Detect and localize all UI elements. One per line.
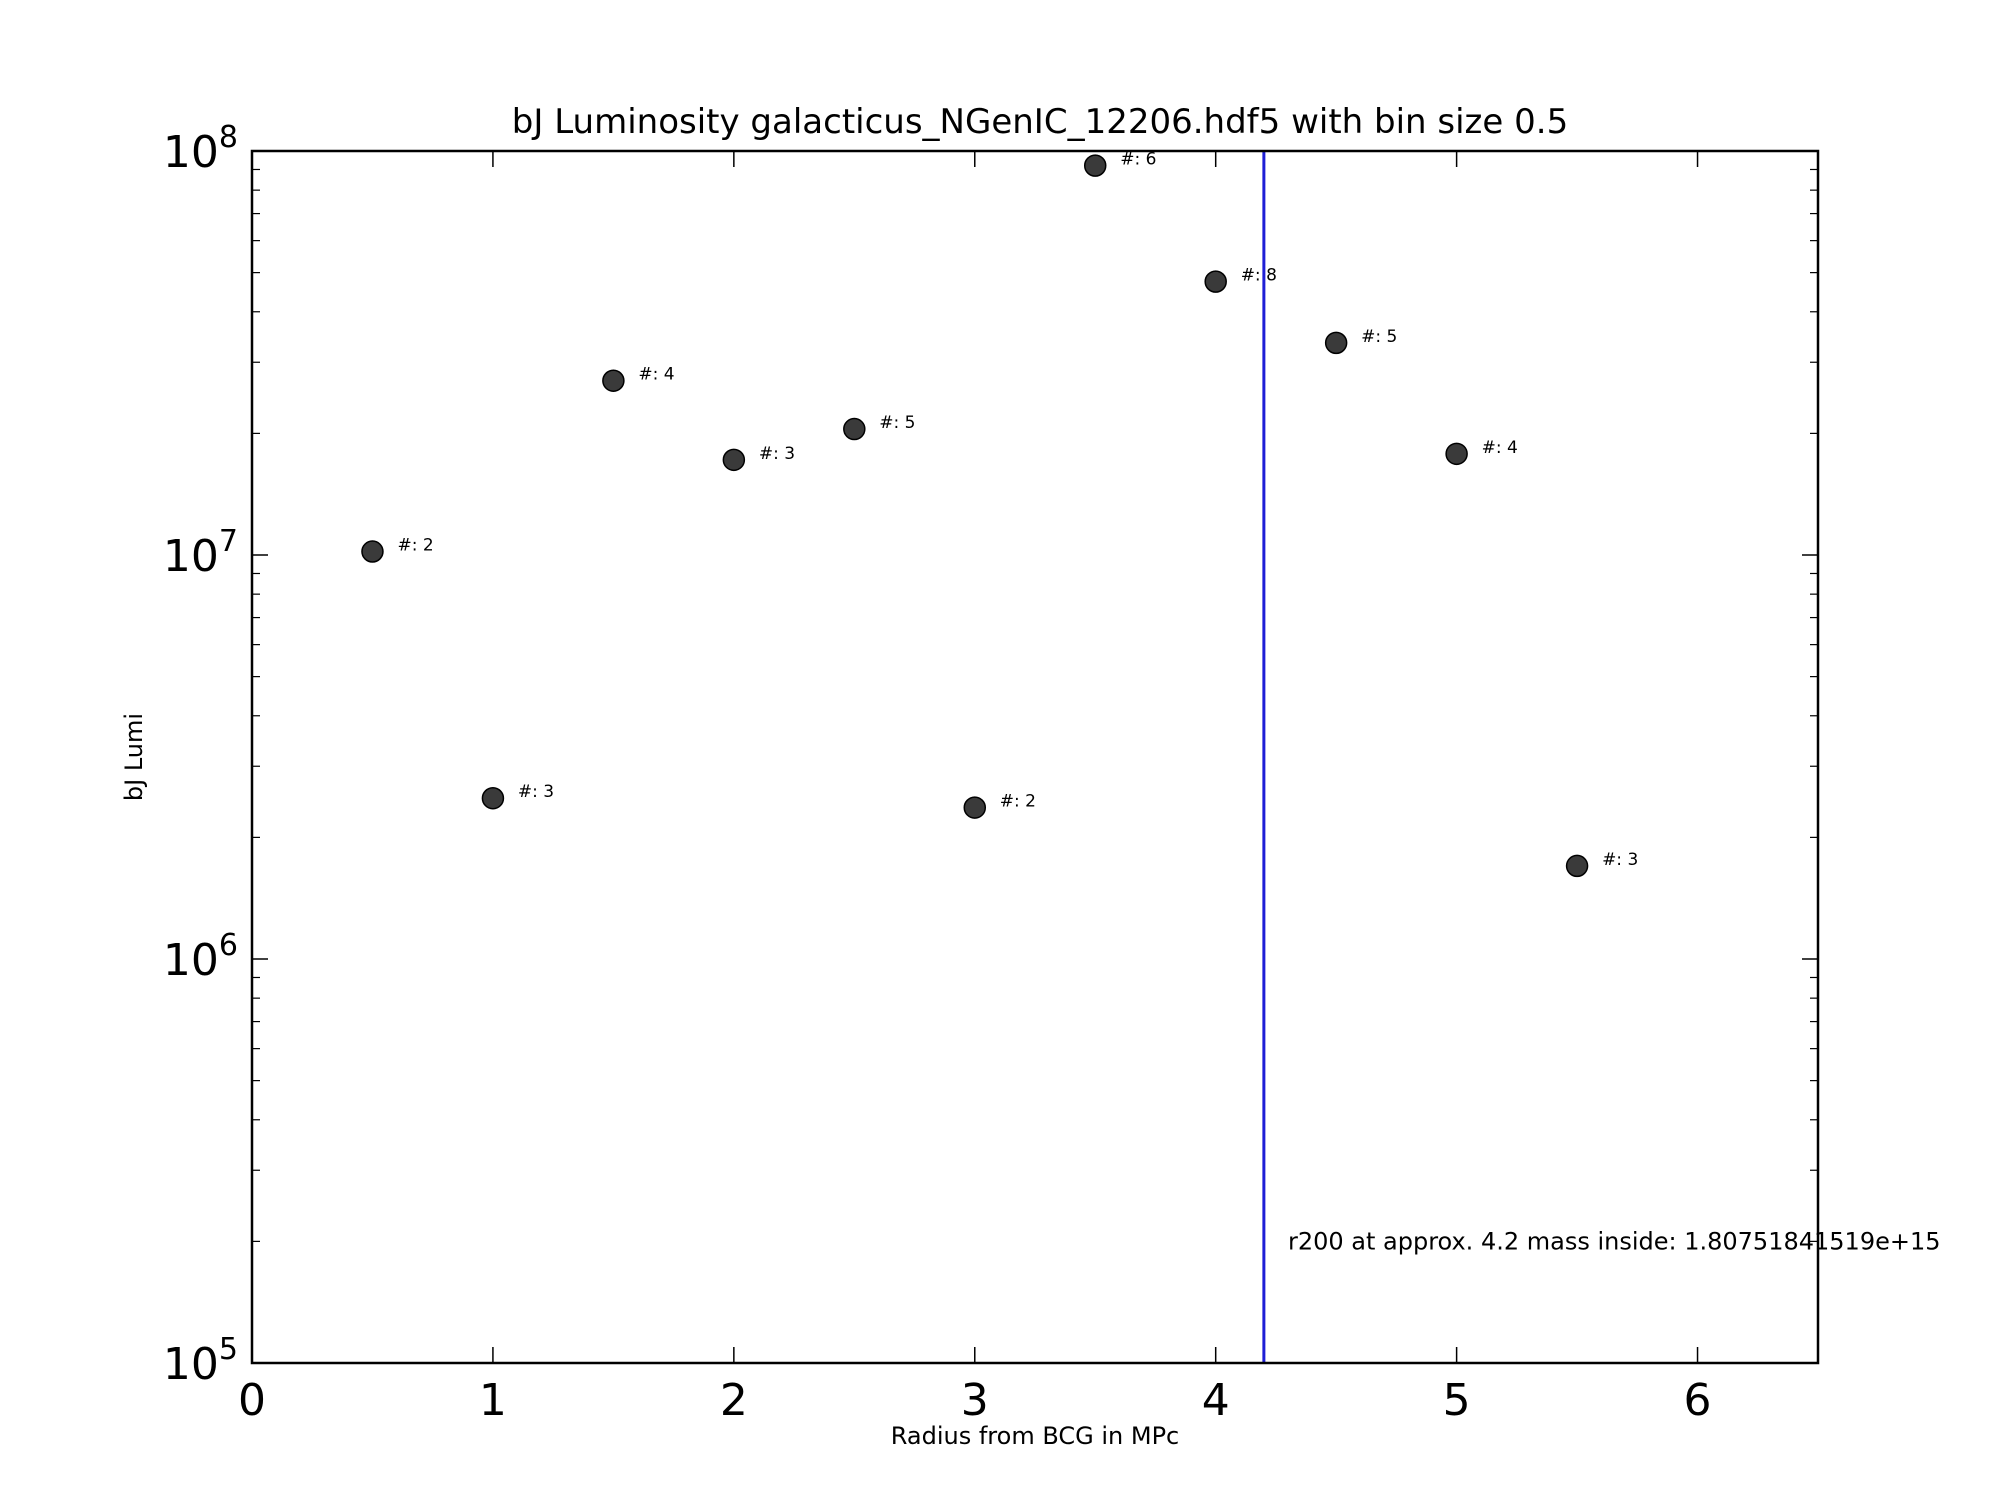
data-point [843, 417, 866, 441]
plot-area-frame [250, 149, 1820, 1365]
r200-annotation: r200 at approx. 4.2 mass inside: 1.80751… [1288, 1227, 1941, 1255]
y-tick-label: 108 [163, 120, 238, 178]
x-tick-label: 6 [1684, 1375, 1712, 1426]
data-point [481, 786, 505, 810]
axis-ticks [251, 150, 1818, 1364]
data-point [1204, 270, 1227, 293]
data-point-label: #: 3 [1602, 850, 1638, 870]
chart-title: bJ Luminosity galacticus_NGenIC_12206.hd… [512, 102, 1568, 142]
data-point [1324, 331, 1348, 355]
data-point [1083, 154, 1107, 177]
x-tick-label: 4 [1202, 1375, 1230, 1426]
data-point-label: #: 2 [397, 536, 433, 556]
data-point [602, 369, 625, 392]
data-point-label: #: 4 [1482, 438, 1518, 458]
data-point [722, 448, 746, 472]
data-point [1565, 854, 1589, 878]
data-point [1445, 442, 1468, 466]
y-tick-label: 106 [163, 928, 238, 986]
x-tick-label: 3 [961, 1375, 989, 1426]
data-point-label: #: 5 [879, 413, 915, 433]
axis-tick-labels: 0 1 2 3 4 5 6 105 106 107 108 [163, 120, 1712, 1426]
data-point [963, 796, 987, 819]
x-axis-label: Radius from BCG in MPc [891, 1422, 1180, 1450]
x-tick-label: 0 [238, 1375, 266, 1426]
y-tick-label: 107 [163, 524, 238, 582]
data-points [361, 154, 1589, 878]
data-point-label: #: 4 [638, 365, 674, 385]
x-tick-label: 5 [1443, 1375, 1471, 1426]
data-point-labels: #: 2 #: 3 #: 4 #: 3 #: 5 #: 2 #: 6 #: 8 #: 5 #: 4… [397, 150, 1638, 870]
data-point-label: #: 5 [1361, 327, 1397, 347]
data-point-label: #: 2 [1000, 792, 1036, 812]
x-tick-label: 2 [720, 1375, 748, 1426]
data-point-label: #: 3 [518, 782, 554, 802]
x-tick-label: 1 [479, 1375, 507, 1426]
data-point-label: #: 8 [1241, 266, 1277, 286]
data-point-label: #: 3 [759, 444, 795, 464]
data-point-label: #: 6 [1120, 150, 1156, 170]
y-axis-label: bJ Lumi [120, 713, 148, 801]
data-point [361, 540, 384, 563]
y-tick-label: 105 [163, 1332, 238, 1390]
